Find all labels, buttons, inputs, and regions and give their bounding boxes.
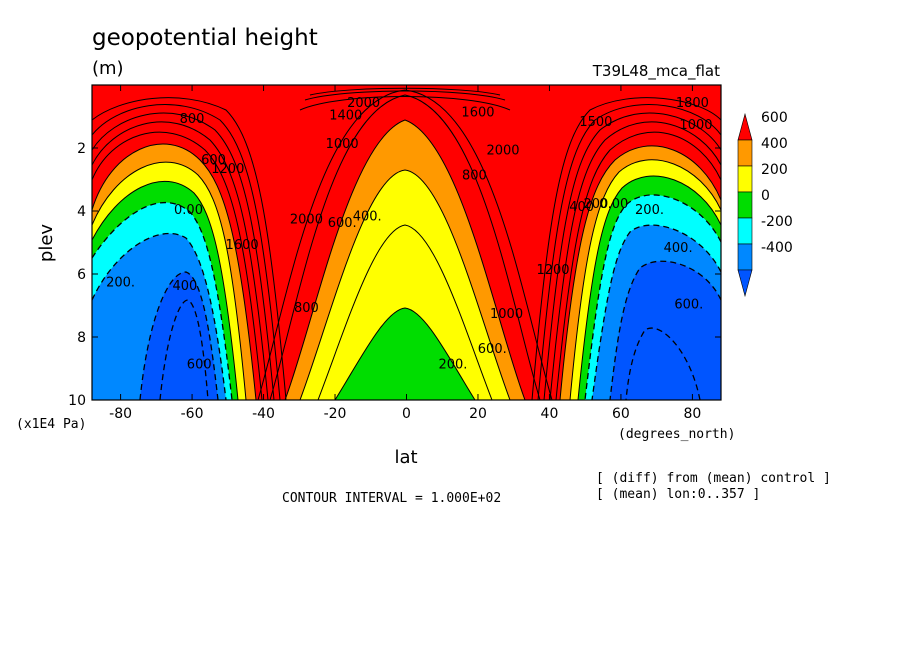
- y-axis-title: plev: [36, 224, 57, 263]
- y-tick-label: 8: [77, 330, 86, 346]
- negative-contour-lines: [92, 194, 721, 400]
- colorbar-label: 600: [761, 110, 788, 126]
- units-label: (m): [92, 58, 124, 79]
- eq-band-0: [335, 308, 475, 400]
- contour-label: 600.: [328, 216, 357, 231]
- colorbar-label: 200: [761, 162, 788, 178]
- contour-label: 800: [180, 112, 205, 127]
- colorbar-swatch: [737, 217, 753, 245]
- eq-band-200: [300, 170, 510, 400]
- x-tick-label: -40: [252, 406, 275, 422]
- sh-band-deep: [140, 272, 218, 400]
- colorbar-label: 0: [761, 188, 770, 204]
- contour-label: 1200: [211, 162, 244, 177]
- mean-note: [ (mean) lon:0..357 ]: [596, 487, 760, 502]
- x-unit-label: (degrees_north): [618, 427, 735, 442]
- colorbar-swatch: [737, 243, 753, 271]
- chart-title: geopotential height: [92, 25, 318, 51]
- x-tick-label: -60: [181, 406, 204, 422]
- contour-label: 600: [187, 358, 212, 373]
- contour-label: 2000: [486, 143, 519, 158]
- pressure-unit-label: (x1E4 Pa): [16, 417, 86, 432]
- contour-label: 1500: [579, 115, 612, 130]
- y-tick-label: 4: [77, 204, 86, 220]
- contour-label: 600: [201, 153, 226, 168]
- colorbar-cap-bottom: [737, 269, 753, 298]
- contour-label: 800: [294, 301, 319, 316]
- x-tick-label: 0: [402, 406, 411, 422]
- contour-label: 1000: [490, 307, 523, 322]
- x-tick-label: 40: [541, 406, 559, 422]
- diff-note: [ (diff) from (mean) control ]: [596, 471, 831, 486]
- colorbar-swatch: [737, 165, 753, 193]
- contour-field: 200014001000600.400.20001600800800600120…: [92, 85, 721, 400]
- colorbar-swatch: [737, 191, 753, 219]
- contour-label: 1400: [329, 109, 362, 124]
- contour-label: 200.: [438, 358, 467, 373]
- contour-label: 200: [584, 197, 609, 212]
- colorbar-swatch: [737, 139, 753, 167]
- contour-label: 0.00: [174, 203, 203, 218]
- colorbar-cap-top: [737, 112, 753, 141]
- colorbar-label: -200: [761, 214, 793, 230]
- x-tick-label: -20: [324, 406, 347, 422]
- nh-band-deep: [610, 261, 721, 400]
- y-axis: 2 4 6 8 10: [68, 141, 721, 409]
- x-tick-label: -80: [109, 406, 132, 422]
- run-name-label: T39L48_mca_flat: [592, 62, 720, 81]
- contour-label: 2000: [347, 96, 380, 111]
- contour-label: 2000: [290, 213, 323, 228]
- contour-label: 600.: [478, 342, 507, 357]
- colorbar-label: -400: [761, 240, 793, 256]
- contour-label: 0.00: [599, 197, 628, 212]
- y-tick-label: 6: [77, 267, 86, 283]
- contour-label: 1000: [679, 118, 712, 133]
- x-axis: -80 -60 -40 -20 0 20 40 60 80: [109, 85, 701, 422]
- contour-interval-label: CONTOUR INTERVAL = 1.000E+02: [282, 491, 501, 506]
- colorbar: 600 400 200 0 -200 -400: [737, 110, 793, 298]
- y-tick-label: 10: [68, 393, 86, 409]
- contour-labels: 200014001000600.400.20001600800800600120…: [106, 96, 712, 372]
- colorbar-label: 400: [761, 136, 788, 152]
- contour-label: 1800: [676, 96, 709, 111]
- x-tick-label: 20: [469, 406, 487, 422]
- contour-label: 200.: [106, 276, 135, 291]
- contour-label: 800: [462, 169, 487, 184]
- contour-label: 600.: [674, 298, 703, 313]
- contour-label: 200.: [635, 203, 664, 218]
- x-tick-label: 60: [612, 406, 630, 422]
- contour-label: 400.: [664, 241, 693, 256]
- contour-label: 1600: [461, 106, 494, 121]
- contour-label: 400.: [353, 209, 382, 224]
- contour-label: 400: [569, 200, 594, 215]
- x-tick-label: 80: [683, 406, 701, 422]
- y-tick-label: 2: [77, 141, 86, 157]
- contour-label: 1200: [536, 263, 569, 278]
- contour-label: 400: [173, 279, 198, 294]
- x-axis-title: lat: [394, 447, 417, 468]
- contour-label: 1600: [226, 238, 259, 253]
- contour-lines: [92, 87, 721, 400]
- contour-label: 1000: [326, 137, 359, 152]
